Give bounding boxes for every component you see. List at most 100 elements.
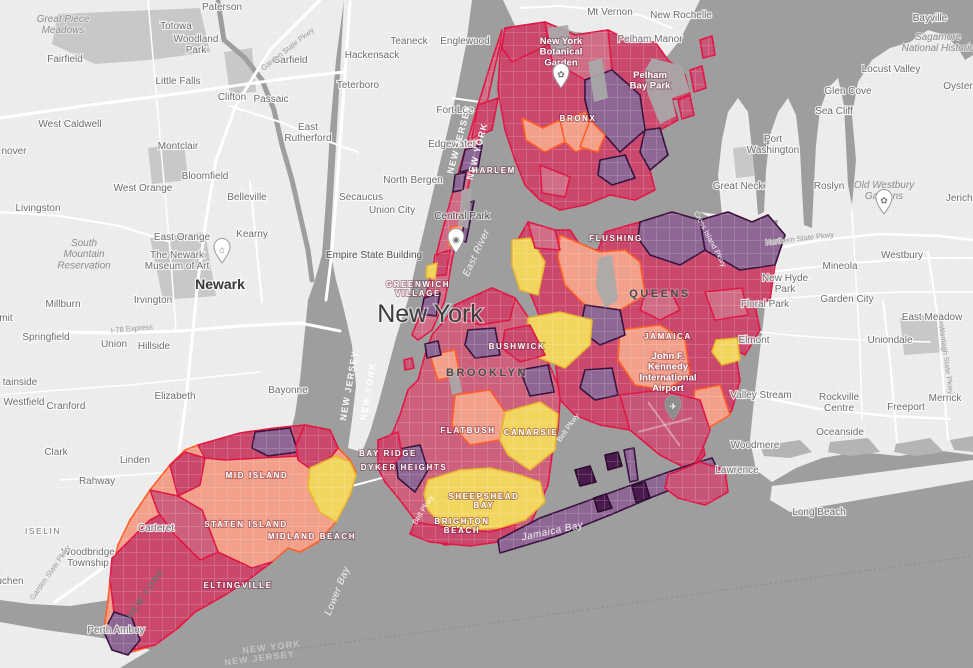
label-totowa: Totowa	[160, 21, 192, 32]
label-springfield: Springfield	[22, 332, 69, 343]
patch-staten-tottenville-purple-streets	[104, 612, 140, 655]
patch-queens-bellerose-yellow-streets	[712, 338, 740, 365]
choropleth-layer[interactable]	[103, 21, 786, 656]
patch-bronx-country-club-purple-streets	[640, 128, 668, 170]
label-bloomfield: Bloomfield	[182, 171, 229, 182]
label-merrick: Merrick	[929, 393, 963, 404]
patch-bronx-soundview-salmon-streets	[580, 120, 605, 152]
marker-jfk-airport-icon: ✈	[669, 401, 677, 411]
label-hackensack: Hackensack	[345, 50, 400, 61]
label-harlem: HARLEM	[472, 166, 516, 175]
label-union: Union	[101, 339, 127, 350]
patch-manhattan-downtown-purple-streets	[421, 293, 440, 316]
islet-jamaica-bay-4-streets	[594, 494, 612, 512]
label-central-park: Central Park	[434, 211, 491, 222]
patch-brooklyn-sheepshead-yellow-streets	[424, 468, 545, 530]
marker-empire-state-building-icon: ◉	[452, 234, 460, 244]
park-eisenhower	[900, 313, 946, 355]
marker-old-westbury-gardens-icon: ✿	[880, 195, 888, 205]
label-pelham-bay-park: Pelham Bay Park	[630, 70, 671, 92]
label-south-mountain-reservation: South Mountain Reservation	[57, 238, 111, 271]
park-flushing-meadows	[596, 255, 618, 308]
road-wantagh-pkwy	[927, 251, 949, 441]
park-central-park	[458, 188, 472, 228]
label-staten-island: STATEN ISLAND	[204, 520, 288, 529]
islet-jamaica-bay-2-streets	[605, 452, 622, 470]
label-westbury: Westbury	[881, 250, 923, 261]
label-garden-city: Garden City	[820, 294, 873, 305]
label-locust-valley: Locust Valley	[862, 64, 921, 75]
marker-ny-botanical-garden[interactable]: ✿	[552, 63, 570, 89]
label-bushwick: BUSHWICK	[489, 342, 546, 351]
label-brighton-beach: BRIGHTON BEACH	[434, 517, 489, 535]
label-great-piece-meadows: Great Piece Meadows	[37, 14, 90, 36]
marker-jfk-airport[interactable]: ✈	[664, 395, 682, 421]
label-carteret: Carteret	[138, 523, 174, 534]
label-oceanside: Oceanside	[816, 427, 864, 438]
marsh-south-shore-3	[894, 438, 944, 456]
land-new-jersey-hudson-strip-streets	[330, 0, 472, 452]
patch-brooklyn-bushwick-crimson-streets	[502, 325, 545, 362]
label-new-york: New York	[377, 300, 483, 328]
label-little-falls: Little Falls	[155, 76, 200, 87]
islet-city-island-streets	[700, 36, 715, 58]
patch-brooklyn-east-ny-purple-streets	[520, 365, 554, 396]
road-li-mid	[759, 291, 973, 301]
label-woodmere: Woodmere	[731, 440, 780, 451]
label-sagamore-national-historic: Sagamore National Historic	[902, 32, 973, 54]
label-bay-ridge: BAY RIDGE	[359, 449, 417, 458]
label-hillside: Hillside	[138, 341, 171, 352]
label-livingston: Livingston	[15, 203, 60, 214]
label-west-caldwell: West Caldwell	[38, 119, 101, 130]
patch-brooklyn-williamsburg-crimson-streets	[455, 288, 515, 325]
label-belleville: Belleville	[227, 192, 267, 203]
road-meadowbrook-pkwy	[882, 299, 898, 443]
label-rockville-centre: Rockville Centre	[819, 392, 859, 414]
label-john-f-kennedy-international-airport: John F. Kennedy International Airport	[639, 351, 696, 394]
label-lawrence: Lawrence	[715, 465, 759, 476]
islet-jamaica-bay-3-streets	[632, 482, 650, 502]
road-northern-state	[756, 232, 973, 254]
label-dyker-heights: DYKER HEIGHTS	[361, 463, 448, 472]
label-midland-beach: MIDLAND BEACH	[268, 532, 356, 541]
label-fort-lee: Fort Lee	[436, 105, 474, 116]
marker-empire-state-building[interactable]: ◉	[447, 228, 465, 254]
label-empire-state-building: Empire State Building	[326, 250, 422, 261]
patch-bronx-tremont-salmon-streets	[522, 118, 565, 152]
road-gw-bridge	[451, 97, 481, 103]
label-queens: QUEENS	[629, 288, 690, 300]
marsh-south-shore-1	[760, 440, 812, 458]
marker-old-westbury-gardens[interactable]: ✿	[875, 189, 893, 215]
road-bloomfield-ave	[0, 211, 171, 243]
marker-jfk-airport-pin	[664, 395, 682, 421]
label-sea-cliff: Sea Cliff	[815, 106, 853, 117]
label-teterboro: Teterboro	[337, 80, 380, 91]
label-woodland-park: Woodland Park	[174, 34, 219, 56]
label-uchen: uchen	[0, 576, 24, 587]
label-port-washington: Port Washington	[747, 134, 799, 156]
road-westchester	[519, 5, 673, 29]
marker-old-westbury-gardens-pin	[875, 189, 893, 215]
marsh-south-shore-4	[950, 436, 973, 452]
road-nj-vert2	[147, 0, 177, 331]
label-the-newark-museum-of-art: The Newark Museum of Art	[145, 250, 210, 272]
marsh-south-shore-2	[828, 438, 880, 456]
park-bronx-park	[588, 58, 608, 102]
label-pelham-manor: Pelham Manor	[617, 34, 683, 45]
patch-manhattan-washington-heights-streets	[502, 22, 548, 62]
patch-staten-west-crimson-streets	[170, 452, 205, 496]
park-south-mountain	[150, 232, 216, 300]
region-far-rockaway-streets	[665, 462, 728, 505]
park-kings-point	[733, 146, 754, 178]
label-secaucus: Secaucus	[339, 192, 383, 203]
poi-markers-layer[interactable]: ⌂ ◉ ✿ ✿ ✈	[213, 63, 893, 421]
road-i78	[58, 321, 342, 335]
label-montclair: Montclair	[158, 141, 199, 152]
patch-brooklyn-canarsie-yellow-streets	[500, 402, 558, 470]
marker-ny-botanical-garden-pin	[552, 63, 570, 89]
label-uniondale: Uniondale	[867, 335, 912, 346]
label-flatbush: FLATBUSH	[440, 426, 495, 435]
marker-newark-museum[interactable]: ⌂	[213, 238, 231, 264]
